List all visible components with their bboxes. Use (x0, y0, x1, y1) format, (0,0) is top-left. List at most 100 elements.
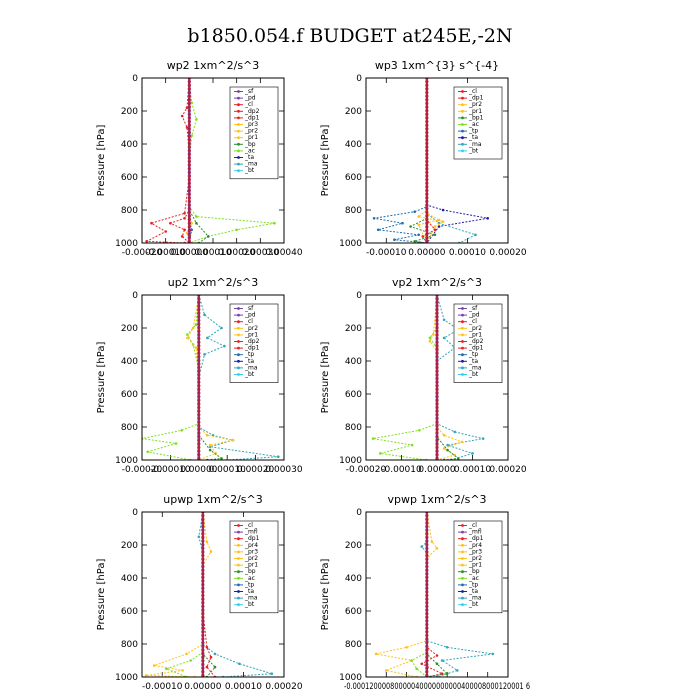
legend-label: _ta (244, 154, 254, 161)
data-point-cl (209, 655, 213, 659)
zero-marker (201, 550, 205, 554)
zero-marker (197, 311, 201, 315)
zero-marker (201, 662, 205, 667)
data-point-pr1 (442, 447, 446, 450)
zero-marker (197, 391, 201, 395)
zero-marker (187, 217, 191, 222)
legend-label: _bp1 (468, 114, 484, 121)
data-point-cl (145, 240, 148, 243)
zero-marker (187, 116, 191, 120)
zero-marker (425, 604, 429, 608)
zero-marker (435, 344, 439, 348)
zero-marker (425, 145, 429, 149)
legend-label: _pd (244, 95, 256, 102)
zero-marker (201, 553, 205, 558)
legend-label: _mfl (468, 529, 482, 536)
x-tick-label: -0.00020 (122, 465, 163, 475)
zero-marker (201, 557, 205, 561)
zero-marker (435, 380, 439, 384)
series-line-pr1 (417, 78, 441, 243)
zero-marker (425, 138, 429, 142)
zero-marker (435, 329, 439, 333)
zero-marker (425, 192, 429, 196)
data-point-dp1 (183, 217, 186, 220)
zero-profile (197, 295, 201, 460)
legend-marker (461, 543, 464, 547)
legend-marker (237, 142, 240, 146)
y-tick-label: 1000 (115, 673, 138, 683)
zero-marker (435, 318, 439, 323)
data-point-bp1 (413, 240, 417, 243)
zero-marker (425, 593, 429, 598)
x-tick-label: 0.00010 (454, 465, 491, 475)
legend-label: _ta (468, 134, 478, 141)
legend-marker (237, 116, 240, 120)
x-tick-label: 0.00020 (218, 248, 255, 258)
legend-label: _bt (244, 371, 255, 378)
legend-marker (237, 583, 240, 587)
data-point-bp1 (433, 233, 437, 237)
x-tick-label: 0.00040 (265, 248, 302, 258)
zero-marker (425, 203, 429, 207)
zero-marker (187, 207, 191, 211)
zero-marker (425, 94, 429, 98)
y-tick-label: 1000 (115, 456, 138, 466)
legend-label: _cl (468, 522, 477, 529)
data-point-ma (270, 672, 274, 675)
zero-marker (187, 203, 191, 207)
zero-marker (435, 384, 439, 388)
data-point-pr2 (185, 231, 189, 235)
zero-marker (187, 196, 191, 200)
x-tick-labels: -0.0001200008000004000000000040000800012… (344, 682, 530, 692)
zero-marker (425, 615, 429, 619)
chart-panel-6: vpwp 1xm^2/s^3 Pressure [hPa] 0 200 400 600 80… (320, 493, 530, 692)
zero-marker (187, 134, 191, 138)
series-line-ma (198, 512, 272, 677)
x-tick-label: 0.00010 (225, 682, 262, 692)
zero-marker (425, 673, 429, 677)
data-point-pr2 (417, 215, 421, 218)
legend-marker (237, 156, 240, 159)
y-tick-label: 1000 (115, 239, 138, 249)
series-line-ac (164, 512, 204, 677)
x-tick-label: 0.00000 (418, 465, 455, 475)
zero-marker (197, 300, 201, 304)
zero-marker (435, 315, 439, 319)
legend-marker (237, 557, 240, 560)
zero-marker (435, 442, 439, 446)
legend-label: _pr2 (244, 128, 258, 135)
zero-marker (201, 524, 205, 529)
zero-marker (425, 105, 429, 109)
legend-marker (461, 570, 464, 574)
zero-marker (197, 420, 201, 424)
zero-marker (197, 427, 201, 431)
legend-marker (237, 123, 240, 126)
zero-marker (425, 178, 429, 182)
zero-marker (187, 83, 191, 87)
legend-label: _bt (468, 601, 479, 608)
zero-marker (425, 141, 429, 145)
legend-marker (461, 583, 464, 587)
legend: _cl_dp1_pr2_pr1_bp1_ac_tp_ta_ma_bt (453, 86, 503, 160)
zero-marker (197, 340, 201, 344)
zero-marker (187, 105, 191, 109)
zero-profile (187, 78, 191, 243)
y-tick-label: 600 (121, 607, 138, 617)
legend-marker (461, 590, 464, 593)
legend-marker (237, 537, 240, 541)
series-line-dp1 (169, 78, 190, 243)
plot-frame (141, 511, 285, 678)
data-point-pr1 (186, 336, 189, 340)
zero-marker (425, 214, 429, 218)
legend-label: _pr1 (468, 108, 482, 115)
zero-marker (425, 228, 429, 233)
data-point-pr1 (208, 443, 212, 447)
data-point-pr2 (441, 220, 445, 223)
zero-marker (197, 384, 201, 388)
legend-marker (237, 603, 240, 607)
legend-marker (461, 333, 464, 337)
zero-marker (197, 326, 201, 330)
y-axis-label: Pressure [hPa] (96, 342, 107, 414)
zero-profile (201, 512, 205, 677)
zero-marker (435, 362, 439, 366)
